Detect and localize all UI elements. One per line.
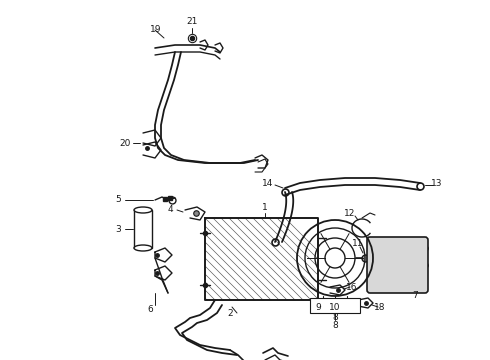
Text: 13: 13 [431, 179, 443, 188]
Ellipse shape [134, 245, 152, 251]
Text: 4: 4 [167, 206, 173, 215]
Text: 5: 5 [115, 195, 121, 204]
Text: 19: 19 [150, 26, 162, 35]
Ellipse shape [134, 207, 152, 213]
Text: 20: 20 [119, 139, 131, 148]
Text: 11: 11 [352, 238, 364, 248]
Text: 12: 12 [344, 208, 356, 217]
FancyBboxPatch shape [367, 237, 428, 293]
Text: 6: 6 [147, 306, 153, 315]
Text: 8: 8 [332, 321, 338, 330]
Text: 8: 8 [332, 314, 338, 323]
Text: 9: 9 [315, 303, 321, 312]
Text: 10: 10 [329, 303, 341, 312]
Text: 14: 14 [262, 179, 274, 188]
Text: 3: 3 [115, 225, 121, 234]
Bar [134, 210, 152, 248]
Bar [310, 298, 360, 313]
Text: 16: 16 [346, 283, 358, 292]
Text: 7: 7 [412, 291, 418, 300]
Text: 21: 21 [186, 18, 197, 27]
Text: 1: 1 [262, 203, 268, 212]
Text: 2: 2 [227, 309, 233, 318]
Text: 18: 18 [374, 302, 386, 311]
